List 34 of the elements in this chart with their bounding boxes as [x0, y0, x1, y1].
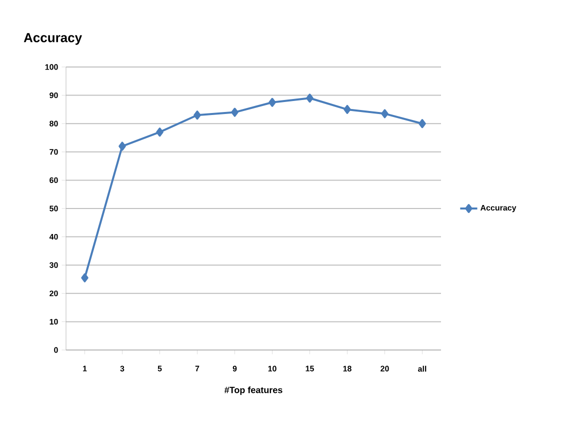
x-tick-label: 10: [268, 366, 276, 372]
y-tick-label: 90: [50, 92, 58, 98]
x-tick-label: 5: [158, 366, 162, 372]
point: [231, 108, 238, 117]
x-tick-label: 9: [232, 366, 237, 372]
y-tick-label: 60: [50, 177, 58, 184]
y-tick-label: 0: [54, 347, 58, 353]
point: [194, 110, 201, 120]
point: [268, 98, 276, 107]
y-tick-label: 20: [50, 290, 58, 296]
x-tick-label: 20: [380, 366, 389, 372]
x-tick-label: 15: [306, 366, 314, 372]
x-tick-label: 18: [343, 366, 352, 372]
x-tick-label: 3: [120, 366, 124, 372]
point: [81, 273, 88, 282]
x-tick-label: all: [418, 366, 426, 372]
chart-title: Accuracy: [24, 33, 82, 45]
x-axis-title: #Top features: [224, 386, 282, 395]
point: [118, 142, 126, 151]
y-tick-label: 80: [50, 120, 58, 126]
y-tick-label: 30: [49, 262, 58, 268]
point: [156, 128, 164, 137]
point: [306, 94, 314, 103]
y-tick-label: 70: [50, 149, 58, 155]
point: [381, 109, 388, 118]
point: [344, 104, 351, 114]
y-tick-label: 10: [50, 318, 58, 325]
y-tick-label: 100: [45, 64, 58, 70]
point: [418, 119, 426, 128]
legend-label: Accuracy: [480, 205, 516, 212]
y-tick-label: 40: [49, 234, 58, 240]
x-tick-label: 7: [195, 366, 200, 372]
y-tick-label: 50: [50, 206, 58, 212]
x-tick-label: 1: [83, 366, 87, 372]
